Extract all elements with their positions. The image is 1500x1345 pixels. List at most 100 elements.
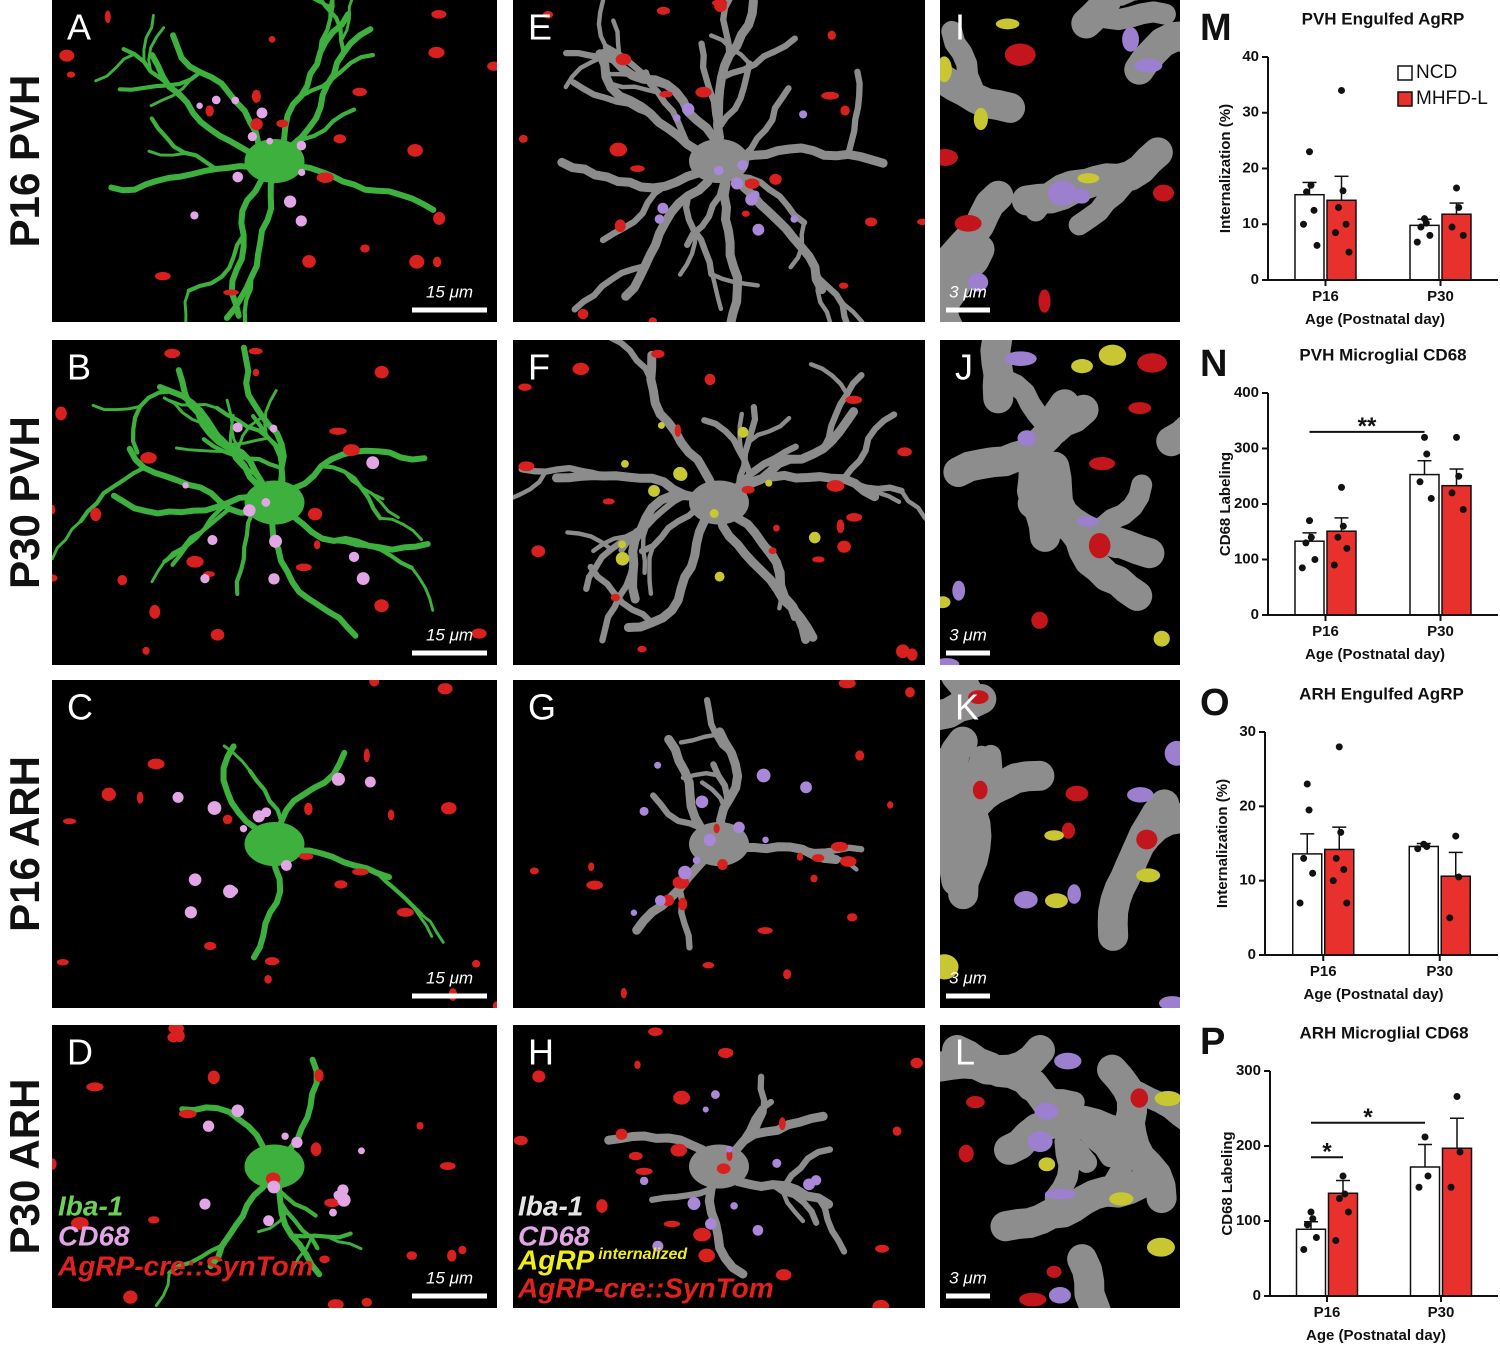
puncta bbox=[280, 860, 292, 871]
process bbox=[278, 1199, 320, 1251]
puncta bbox=[1034, 1102, 1059, 1120]
process bbox=[808, 362, 850, 397]
puncta bbox=[1073, 188, 1091, 204]
puncta bbox=[967, 273, 989, 292]
data-point bbox=[1337, 828, 1345, 836]
puncta bbox=[678, 897, 688, 911]
process bbox=[840, 411, 898, 482]
process bbox=[410, 566, 435, 612]
process bbox=[739, 85, 792, 161]
micrograph: A 15 μm bbox=[52, 0, 497, 322]
puncta bbox=[674, 424, 682, 437]
puncta bbox=[614, 219, 626, 233]
puncta bbox=[222, 814, 233, 825]
data-point bbox=[1456, 1148, 1464, 1156]
y-tick-label: 0 bbox=[1251, 606, 1259, 623]
panel-letter: G bbox=[528, 687, 556, 728]
puncta bbox=[1044, 1188, 1077, 1200]
process bbox=[899, 488, 925, 522]
puncta bbox=[210, 628, 225, 641]
process bbox=[718, 35, 798, 81]
process bbox=[583, 526, 645, 592]
puncta bbox=[269, 534, 283, 548]
data-point bbox=[1455, 204, 1463, 212]
bar bbox=[1409, 224, 1440, 281]
x-axis-label: Age (Postnatal day) bbox=[1303, 986, 1443, 1003]
puncta bbox=[744, 178, 760, 189]
puncta bbox=[1122, 27, 1139, 52]
process bbox=[419, 912, 445, 944]
y-tick-label: 300 bbox=[1236, 1062, 1261, 1079]
process bbox=[682, 192, 715, 278]
process bbox=[713, 0, 758, 166]
puncta bbox=[1038, 1157, 1056, 1172]
puncta bbox=[140, 452, 157, 464]
legend-swatch bbox=[1397, 65, 1413, 81]
cell bbox=[56, 680, 497, 1008]
data-point bbox=[1302, 539, 1310, 547]
data-point bbox=[1330, 561, 1338, 569]
puncta bbox=[147, 758, 165, 770]
process bbox=[649, 1185, 715, 1203]
y-tick-label: 200 bbox=[1236, 1137, 1261, 1154]
puncta bbox=[86, 1082, 104, 1092]
soma bbox=[689, 822, 749, 866]
puncta bbox=[799, 110, 808, 119]
process bbox=[720, 0, 733, 59]
micrograph: G bbox=[513, 680, 925, 1008]
micrograph: L 3 μm bbox=[940, 1025, 1180, 1308]
process bbox=[247, 768, 284, 824]
panel-letter: D bbox=[67, 1032, 93, 1073]
puncta bbox=[1054, 1052, 1082, 1070]
puncta bbox=[172, 791, 184, 803]
process bbox=[735, 403, 759, 492]
puncta bbox=[670, 1143, 688, 1157]
puncta bbox=[56, 958, 69, 966]
data-point bbox=[1423, 450, 1431, 458]
puncta bbox=[648, 485, 660, 497]
puncta bbox=[267, 1180, 281, 1194]
puncta bbox=[396, 907, 414, 917]
puncta bbox=[261, 498, 271, 507]
data-point bbox=[1343, 899, 1351, 907]
process bbox=[242, 274, 254, 322]
data-point bbox=[1422, 219, 1430, 227]
puncta bbox=[247, 131, 257, 142]
cell bbox=[59, 0, 497, 322]
process bbox=[750, 1073, 768, 1138]
process bbox=[234, 510, 255, 596]
puncta bbox=[542, 11, 554, 19]
puncta bbox=[602, 498, 615, 505]
puncta bbox=[673, 114, 681, 122]
process bbox=[647, 544, 656, 596]
scale-label: 15 μm bbox=[426, 1268, 473, 1287]
process bbox=[769, 1181, 820, 1226]
puncta bbox=[518, 134, 528, 143]
x-axis-label: Age (Postnatal day) bbox=[1305, 646, 1445, 663]
puncta bbox=[654, 895, 666, 906]
puncta bbox=[1146, 1237, 1175, 1257]
puncta bbox=[352, 868, 369, 876]
process bbox=[94, 52, 137, 83]
process bbox=[820, 371, 865, 452]
puncta bbox=[487, 61, 497, 71]
puncta bbox=[1027, 1131, 1053, 1153]
data-point bbox=[1446, 914, 1454, 922]
data-point bbox=[1306, 148, 1313, 156]
channel-label: CD68 bbox=[58, 1220, 130, 1251]
puncta bbox=[374, 599, 389, 613]
puncta bbox=[52, 504, 56, 515]
data-point bbox=[1448, 489, 1456, 497]
puncta bbox=[897, 447, 912, 457]
puncta bbox=[329, 427, 347, 435]
process bbox=[940, 684, 997, 731]
process bbox=[571, 263, 649, 313]
puncta bbox=[846, 512, 863, 522]
puncta bbox=[291, 1136, 303, 1148]
cell bbox=[940, 340, 1180, 665]
puncta bbox=[811, 854, 825, 863]
y-tick-label: 40 bbox=[1242, 48, 1259, 65]
puncta bbox=[207, 1070, 220, 1085]
puncta bbox=[940, 148, 958, 166]
puncta bbox=[407, 144, 423, 157]
